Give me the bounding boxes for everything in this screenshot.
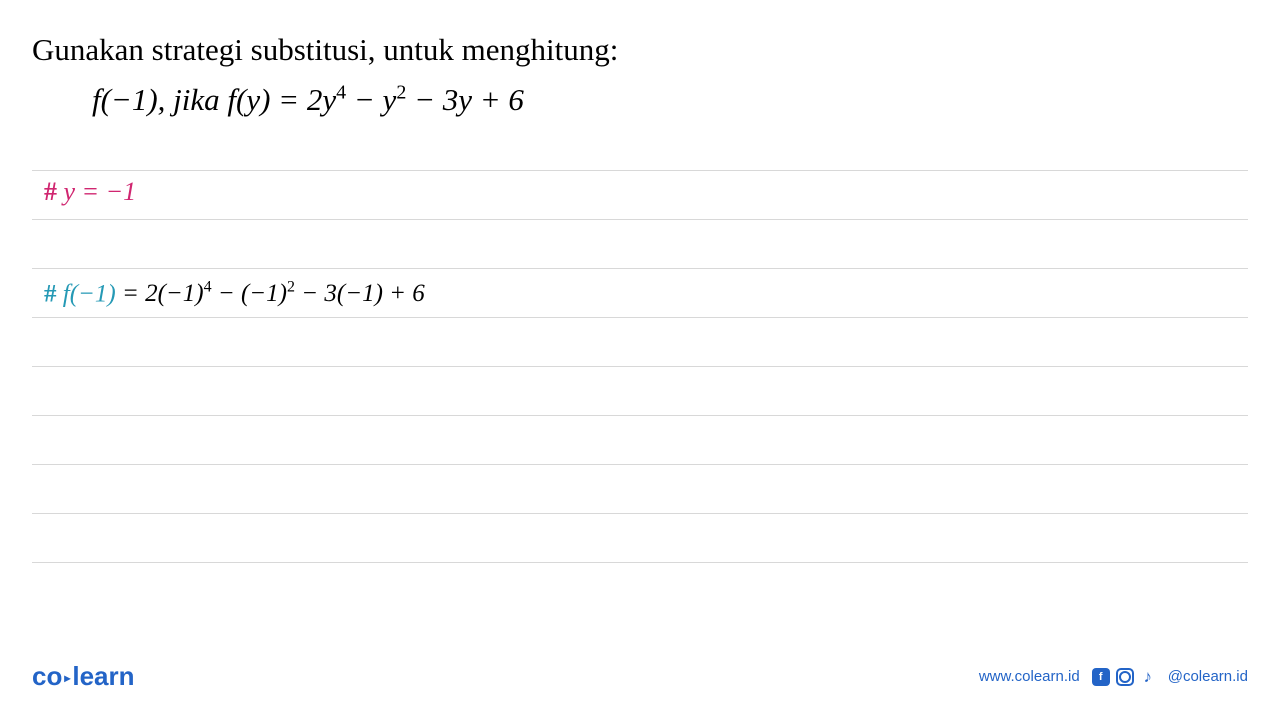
exponent-2: 2 [287,279,295,296]
equation-suffix: − 3y + 6 [406,82,524,117]
ruled-line [32,366,1248,415]
footer-right: www.colearn.id f ♪ @colearn.id [979,668,1248,686]
brand-logo: co▸learn [32,661,135,692]
logo-part1: co [32,661,62,691]
hash-symbol: # [44,177,57,206]
ruled-line: # y = −1 [32,170,1248,219]
footer: co▸learn www.colearn.id f ♪ @colearn.id [0,661,1280,692]
ruled-line [32,415,1248,464]
ruled-line [32,219,1248,268]
ruled-line [32,317,1248,366]
website-url: www.colearn.id [979,668,1080,685]
facebook-icon: f [1092,668,1110,686]
exponent-4: 4 [336,82,346,104]
logo-separator: ▸ [64,671,70,685]
exponent-2: 2 [396,82,406,104]
instagram-icon [1116,668,1134,686]
y-value: y = −1 [57,177,136,206]
substitution-step: # y = −1 [44,177,136,207]
social-handle: @colearn.id [1168,668,1248,685]
computation-step: # f(−1) = 2(−1)4 − (−1)2 − 3(−1) + 6 [44,279,425,308]
computation-expr: = 2(−1)4 − (−1)2 − 3(−1) + 6 [122,280,425,307]
equation-text: f(−1), jika f(y) = 2y [92,82,336,117]
exponent-4: 4 [204,279,212,296]
fx-label: f(−1) [57,280,122,307]
problem-equation: f(−1), jika f(y) = 2y4 − y2 − 3y + 6 [92,78,1248,121]
tiktok-icon: ♪ [1140,668,1156,686]
ruled-line [32,464,1248,513]
problem-area: Gunakan strategi substitusi, untuk mengh… [0,0,1280,122]
logo-part2: learn [72,661,134,691]
work-area: # y = −1 # f(−1) = 2(−1)4 − (−1)2 − 3(−1… [0,170,1280,611]
ruled-line [32,513,1248,562]
ruled-line [32,562,1248,611]
problem-title: Gunakan strategi substitusi, untuk mengh… [32,30,1248,70]
ruled-line: # f(−1) = 2(−1)4 − (−1)2 − 3(−1) + 6 [32,268,1248,317]
hash-symbol: # [44,280,57,307]
equation-mid: − y [346,82,396,117]
social-icons: f ♪ [1092,668,1156,686]
